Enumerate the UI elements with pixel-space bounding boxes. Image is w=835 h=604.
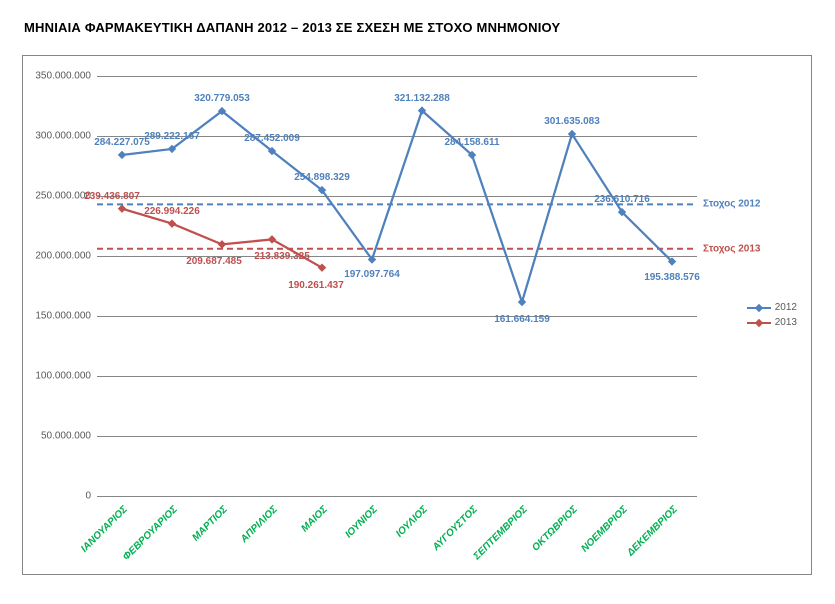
data-label: 213.839.325	[254, 251, 310, 262]
series-2013	[97, 76, 697, 496]
x-tick-label: ΝΟΕΜΒΡΙΟΣ	[579, 504, 629, 554]
y-tick-label: 200.000.000	[35, 251, 91, 262]
y-tick-label: 250.000.000	[35, 191, 91, 202]
x-tick-label: ΑΠΡΙΛΙΟΣ	[239, 504, 280, 545]
plot-area: 050.000.000100.000.000150.000.000200.000…	[97, 76, 697, 496]
x-tick-label: ΜΑΙΟΣ	[299, 504, 329, 534]
x-tick-label: ΙΑΝΟΥΑΡΙΟΣ	[79, 504, 130, 555]
x-tick-label: ΟΚΤΩΒΡΙΟΣ	[530, 504, 580, 554]
legend: 2012 2013	[747, 298, 797, 332]
reference-line-label: Στοχος 2013	[703, 243, 761, 254]
data-label: 226.994.226	[144, 206, 200, 217]
x-tick-label: ΙΟΥΛΙΟΣ	[394, 504, 430, 540]
reference-line-label: Στοχος 2012	[703, 199, 761, 210]
x-tick-label: ΦΕΒΡΟΥΑΡΙΟΣ	[121, 504, 180, 563]
legend-item: 2012	[747, 302, 797, 313]
page: { "title": "ΜΗΝΙΑΙΑ ΦΑΡΜΑΚΕΥΤΙΚΗ ΔΑΠΑΝΗ …	[0, 0, 835, 604]
y-tick-label: 150.000.000	[35, 311, 91, 322]
data-label: 239.436.807	[84, 191, 140, 202]
y-tick-label: 300.000.000	[35, 131, 91, 142]
legend-label: 2012	[775, 302, 797, 313]
x-tick-label: ΣΕΠΤΕΜΒΡΙΟΣ	[472, 504, 530, 562]
x-tick-label: ΑΥΓΟΥΣΤΟΣ	[431, 504, 480, 553]
legend-label: 2013	[775, 317, 797, 328]
y-tick-label: 50.000.000	[41, 431, 91, 442]
page-title: ΜΗΝΙΑΙΑ ΦΑΡΜΑΚΕΥΤΙΚΗ ΔΑΠΑΝΗ 2012 – 2013 …	[24, 20, 560, 35]
gridline	[97, 496, 697, 497]
x-tick-label: ΜΑΡΤΙΟΣ	[190, 504, 229, 543]
y-tick-label: 100.000.000	[35, 371, 91, 382]
legend-item: 2013	[747, 317, 797, 328]
y-tick-label: 0	[85, 491, 91, 502]
y-tick-label: 350.000.000	[35, 71, 91, 82]
x-tick-label: ΙΟΥΝΙΟΣ	[343, 504, 379, 540]
data-label: 209.687.485	[186, 256, 242, 267]
x-tick-label: ΔΕΚΕΜΒΡΙΟΣ	[625, 504, 679, 558]
chart-frame: 0 50.000.000 100.000.000 150.000.000 200.000…	[22, 55, 812, 575]
data-label: 190.261.437	[288, 280, 344, 291]
